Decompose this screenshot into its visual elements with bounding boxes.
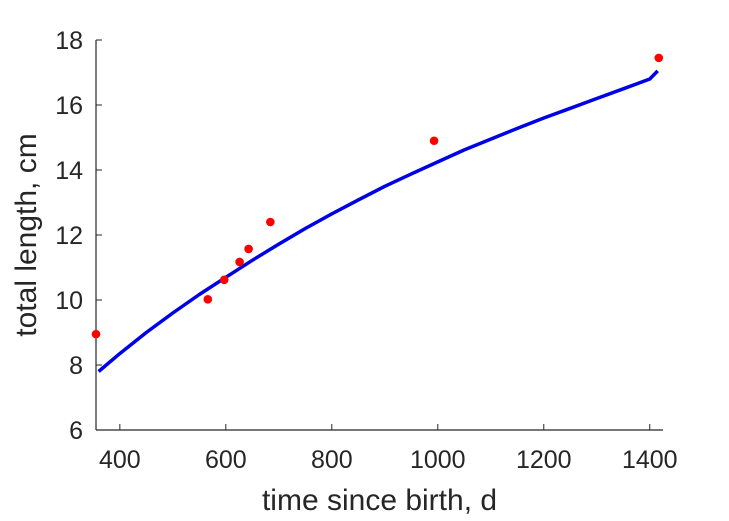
- data-point: [244, 244, 253, 254]
- series-layer: [91, 53, 664, 373]
- data-point: [429, 136, 439, 146]
- fit-curve-line: [97, 69, 659, 373]
- x-tick-label: 400: [99, 446, 141, 474]
- y-tick-label: 14: [55, 157, 83, 185]
- x-tick-label: 1400: [622, 446, 678, 474]
- data-point: [203, 295, 213, 304]
- x-tick-label: 1000: [410, 446, 466, 474]
- data-point: [235, 257, 244, 267]
- y-tick-label: 18: [55, 27, 83, 55]
- y-axis-ticks: 6 8 10 12 14 16 18: [55, 27, 102, 445]
- y-tick-label: 16: [55, 92, 83, 120]
- y-tick-label: 10: [55, 287, 83, 315]
- x-tick-label: 600: [205, 446, 247, 474]
- x-axis-label: time since birth, d: [262, 484, 497, 517]
- y-tick-label: 6: [69, 417, 83, 445]
- data-point: [91, 329, 101, 339]
- x-tick-label: 1200: [516, 446, 572, 474]
- x-tick-label: 800: [311, 446, 353, 474]
- x-axis-ticks: 400 600 800 1000 1200 1400: [99, 424, 678, 474]
- y-axis-label: total length, cm: [10, 133, 43, 336]
- data-point: [654, 53, 664, 63]
- y-tick-label: 12: [55, 222, 83, 250]
- y-tick-label: 8: [69, 352, 83, 380]
- data-point: [219, 275, 229, 285]
- data-point: [266, 217, 275, 227]
